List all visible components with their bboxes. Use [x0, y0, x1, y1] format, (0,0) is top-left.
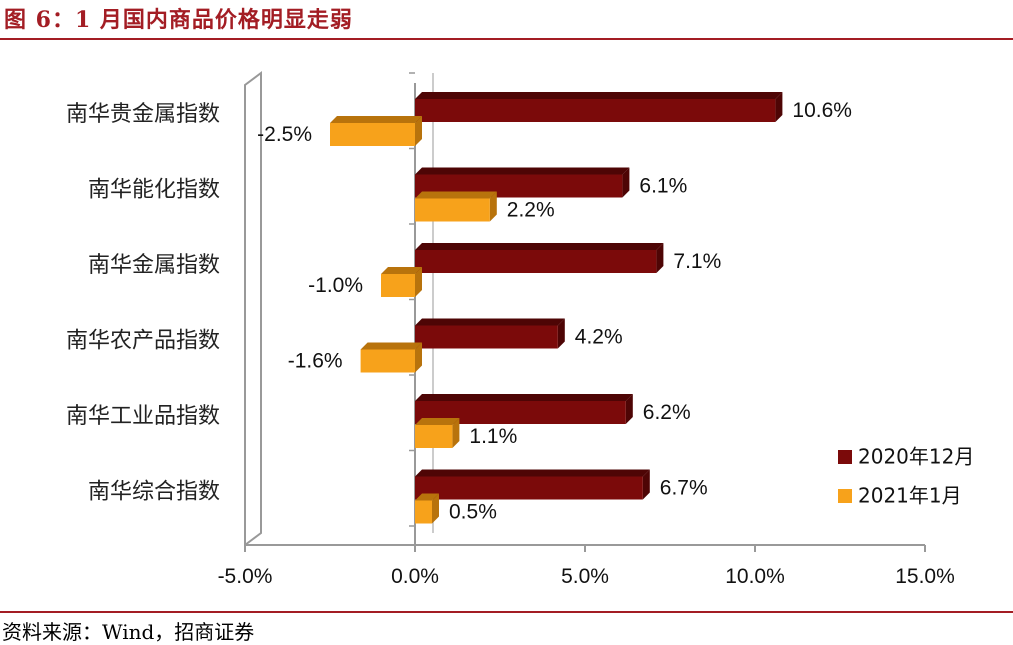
- chart-legend: 2020年12月 2021年1月: [838, 445, 974, 508]
- bar-2021-01-side: [489, 191, 497, 222]
- bar-2020-12-side: [656, 243, 664, 273]
- bar-2020-12-top: [415, 167, 630, 175]
- bar-2021-01-side: [415, 116, 422, 146]
- bar-2021-01-label: -2.5%: [257, 123, 312, 146]
- bar-2021-01-side: [432, 493, 439, 524]
- bar-2020-12: [415, 394, 633, 424]
- bar-2020-12-front: [415, 325, 558, 349]
- bar-2021-01-front: [415, 425, 453, 448]
- category-label: 南华贵金属指数: [66, 102, 220, 127]
- figure-title: 图 6：1 月国内商品价格明显走弱: [4, 7, 353, 33]
- legend-swatch: [838, 450, 852, 464]
- bar-2020-12-front: [415, 99, 776, 122]
- bar-2020-12: [415, 243, 664, 273]
- bar-2020-12-top: [415, 394, 633, 401]
- bar-2021-01-label: 0.5%: [449, 501, 497, 524]
- category-label: 南华金属指数: [88, 253, 220, 278]
- bar-2021-01: [381, 267, 422, 297]
- bar-2021-01: [360, 342, 422, 373]
- left-wall: [244, 71, 262, 547]
- category-label: 南华农产品指数: [66, 328, 220, 353]
- bar-2021-01-front: [415, 198, 490, 222]
- category-label: 南华能化指数: [88, 177, 220, 202]
- footer-rule: [0, 611, 1013, 613]
- bar-2020-12-top: [415, 92, 783, 99]
- bar-2020-12-top: [415, 469, 650, 477]
- bar-2020-12-label: 10.6%: [792, 99, 852, 122]
- bar-2021-01-front: [360, 349, 415, 373]
- bar-2020-12-front: [415, 401, 626, 424]
- legend-label: 2020年12月: [858, 445, 974, 469]
- bar-2020-12: [415, 318, 565, 349]
- chart-bars: [330, 92, 783, 524]
- bar-2021-01: [415, 191, 497, 222]
- x-tick-label: 5.0%: [561, 565, 609, 588]
- bar-2020-12-side: [622, 167, 630, 198]
- chart-axes: -5.0% 0.0% 5.0% 10.0% 15.0% 南华贵金属指数南华能化指数南华金属…: [66, 71, 955, 588]
- bar-2020-12-side: [625, 394, 633, 424]
- bar-2021-01: [415, 493, 439, 524]
- bar-2020-12-side: [642, 469, 650, 500]
- bar-2021-01-front: [330, 123, 415, 146]
- legend-label: 2021年1月: [858, 484, 962, 508]
- bar-2020-12-label: 6.1%: [639, 175, 687, 198]
- category-label: 南华综合指数: [88, 479, 220, 504]
- bar-2021-01-side: [415, 342, 422, 373]
- x-tick-label: 15.0%: [895, 565, 955, 588]
- bar-2020-12-side: [775, 92, 783, 122]
- title-rule: [0, 38, 1013, 40]
- x-tick-label: -5.0%: [218, 565, 273, 588]
- bar-2021-01-side: [452, 418, 460, 448]
- bar-2021-01-label: 1.1%: [469, 425, 517, 448]
- chart-labels: 10.6% -2.5% 6.1% 2.2% 7.1% -1.0% 4.2% -1.6% 6.2%…: [257, 99, 852, 524]
- bar-2021-01-top: [415, 191, 497, 199]
- bar-2021-01-front: [415, 500, 432, 524]
- bar-2020-12-label: 6.2%: [643, 401, 691, 424]
- bar-chart: -5.0% 0.0% 5.0% 10.0% 15.0% 南华贵金属指数南华能化指数南华金属…: [66, 71, 974, 588]
- bar-2021-01-label: -1.0%: [308, 274, 363, 297]
- bar-2021-01-label: -1.6%: [288, 350, 343, 373]
- bar-2021-01-top: [381, 267, 422, 274]
- bar-2021-01-top: [415, 493, 439, 501]
- bar-2020-12-label: 4.2%: [575, 326, 623, 349]
- bar-2020-12-front: [415, 250, 657, 273]
- x-tick-label: 0.0%: [391, 565, 439, 588]
- bar-2021-01: [330, 116, 422, 146]
- category-label: 南华工业品指数: [66, 404, 220, 429]
- bar-2020-12-front: [415, 476, 643, 500]
- x-tick-label: 10.0%: [725, 565, 785, 588]
- bar-2021-01-label: 2.2%: [507, 199, 555, 222]
- bar-2021-01-top: [415, 418, 460, 425]
- bar-2020-12-label: 6.7%: [660, 477, 708, 500]
- bar-2020-12-side: [557, 318, 565, 349]
- bar-2021-01: [415, 418, 460, 448]
- bar-2020-12: [415, 92, 783, 122]
- bar-2020-12-label: 7.1%: [673, 250, 721, 273]
- legend-swatch: [838, 489, 852, 503]
- bar-2020-12: [415, 469, 650, 500]
- bar-2020-12-top: [415, 243, 664, 250]
- bar-2021-01-side: [415, 267, 422, 297]
- source-note: 资料来源：Wind，招商证券: [2, 620, 255, 644]
- bar-2020-12-top: [415, 318, 565, 326]
- bar-2021-01-top: [360, 342, 422, 350]
- bar-2021-01-front: [381, 274, 415, 297]
- bar-2021-01-top: [330, 116, 422, 123]
